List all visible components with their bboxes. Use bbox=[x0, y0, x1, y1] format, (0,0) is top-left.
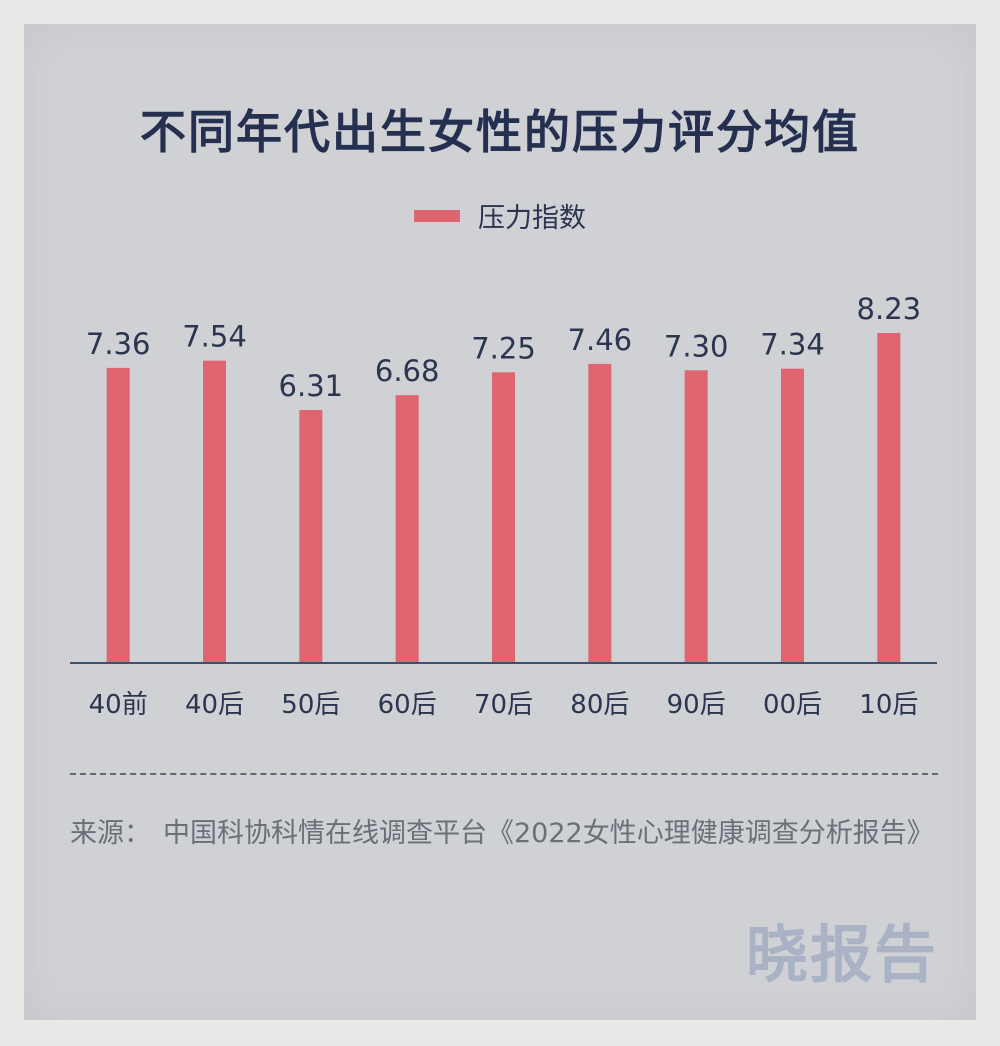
chart-title: 不同年代出生女性的压力评分均值 bbox=[140, 105, 860, 159]
bar-90后 bbox=[684, 370, 708, 663]
value-label-00后: 7.34 bbox=[760, 328, 825, 362]
legend-label: 压力指数 bbox=[478, 203, 586, 234]
value-label-40后: 7.54 bbox=[182, 320, 247, 354]
source-label: 来源： bbox=[70, 818, 151, 849]
value-label-80后: 7.46 bbox=[568, 323, 633, 357]
value-label-10后: 8.23 bbox=[857, 292, 922, 326]
legend-swatch bbox=[414, 209, 460, 222]
bar-00后 bbox=[781, 368, 804, 663]
x-tick-label: 80后 bbox=[570, 690, 629, 720]
x-tick-label: 10后 bbox=[859, 690, 918, 720]
source-text: 中国科协科情在线调查平台《2022女性心理健康调查分析报告》 bbox=[163, 818, 934, 849]
value-label-50后: 6.31 bbox=[279, 369, 344, 403]
bar-10后 bbox=[877, 333, 901, 663]
value-label-90后: 7.30 bbox=[664, 329, 729, 363]
x-tick-label: 00后 bbox=[763, 690, 822, 720]
value-label-70后: 7.25 bbox=[471, 331, 536, 365]
bar-chart: 7.36 40前 7.54 40后 6.31 50后 6.68 60后 7.25 70后 7.46 8… bbox=[70, 292, 937, 720]
x-tick-label: 70后 bbox=[474, 690, 533, 720]
source-note: 来源： 中国科协科情在线调查平台《2022女性心理健康调查分析报告》 bbox=[70, 810, 950, 858]
bar-80后 bbox=[588, 363, 612, 663]
bar-60后 bbox=[395, 395, 419, 663]
x-tick-label: 50后 bbox=[281, 690, 340, 720]
bar-50后 bbox=[299, 409, 323, 663]
source-divider bbox=[70, 773, 938, 775]
bar-40前 bbox=[106, 367, 130, 663]
bar-70后 bbox=[492, 372, 515, 663]
x-tick-label: 40前 bbox=[89, 690, 148, 720]
legend: 压力指数 bbox=[0, 196, 1000, 235]
x-tick-label: 90后 bbox=[667, 690, 726, 720]
x-tick-label: 60后 bbox=[378, 690, 437, 720]
value-label-60后: 6.68 bbox=[375, 354, 440, 388]
x-tick-label: 40后 bbox=[185, 690, 244, 720]
bar-40后 bbox=[203, 360, 226, 663]
watermark-logo: 晓报告 bbox=[745, 918, 938, 991]
value-label-40前: 7.36 bbox=[86, 327, 151, 361]
